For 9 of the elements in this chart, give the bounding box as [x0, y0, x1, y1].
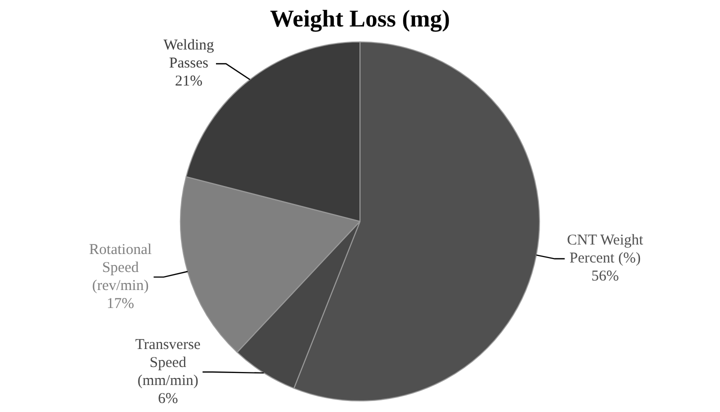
- data-label: 6%: [158, 390, 178, 407]
- slice-label: Rotational Speed (rev/min): [89, 242, 152, 294]
- slice-label: Welding Passes: [164, 38, 214, 72]
- slice-label: Transverse Speed (mm/min): [135, 336, 201, 389]
- chart-title: Weight Loss (mg): [270, 6, 450, 33]
- data-label: 21%: [175, 74, 202, 90]
- data-label: 56%: [591, 268, 619, 285]
- data-label: 17%: [106, 296, 134, 312]
- slice-label: CNT Weight Percent (%): [566, 232, 644, 267]
